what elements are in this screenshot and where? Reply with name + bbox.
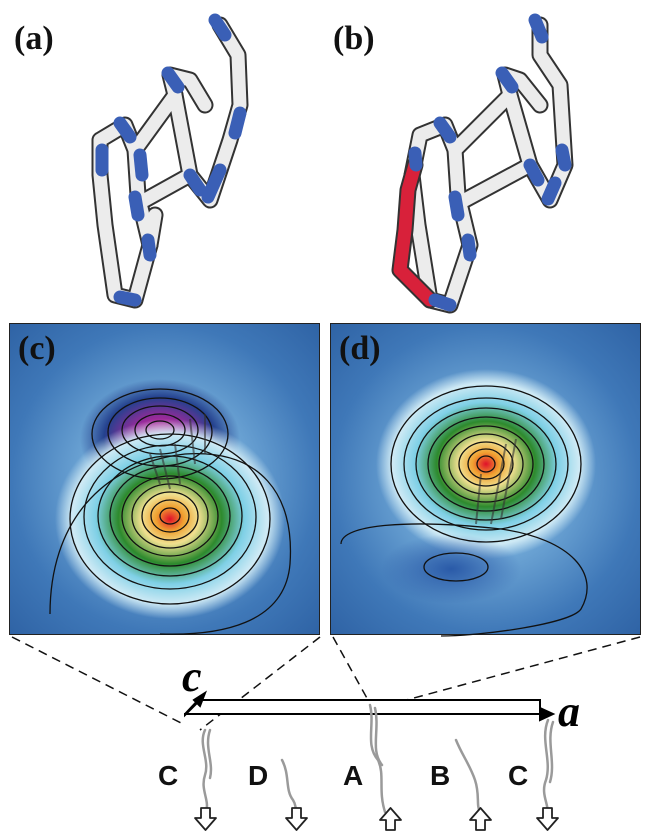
chain-label-c-left: C [158, 760, 179, 791]
arrow-down-icon [536, 807, 559, 831]
arrow-down-icon [194, 807, 217, 831]
panel-label-c: (c) [18, 330, 56, 367]
chain-label-d: D [248, 760, 269, 791]
chain-label-b: B [430, 760, 451, 791]
chain-label-c-right: C [508, 760, 529, 791]
arrow-up-icon [469, 807, 492, 831]
panel-label-b: (b) [333, 20, 375, 57]
panel-label-d: (d) [339, 330, 381, 367]
axis-label-a: a [558, 687, 580, 736]
density-map-c: (c) [9, 323, 320, 635]
arrow-up-icon [379, 807, 402, 831]
molecule-b [391, 13, 574, 314]
axis-label-c: c [182, 652, 202, 701]
chain-label-a: A [343, 760, 364, 791]
molecule-a [91, 13, 249, 309]
arrow-down-icon [285, 807, 308, 831]
density-map-d: (d) [330, 323, 641, 637]
panel-label-a: (a) [14, 20, 54, 57]
